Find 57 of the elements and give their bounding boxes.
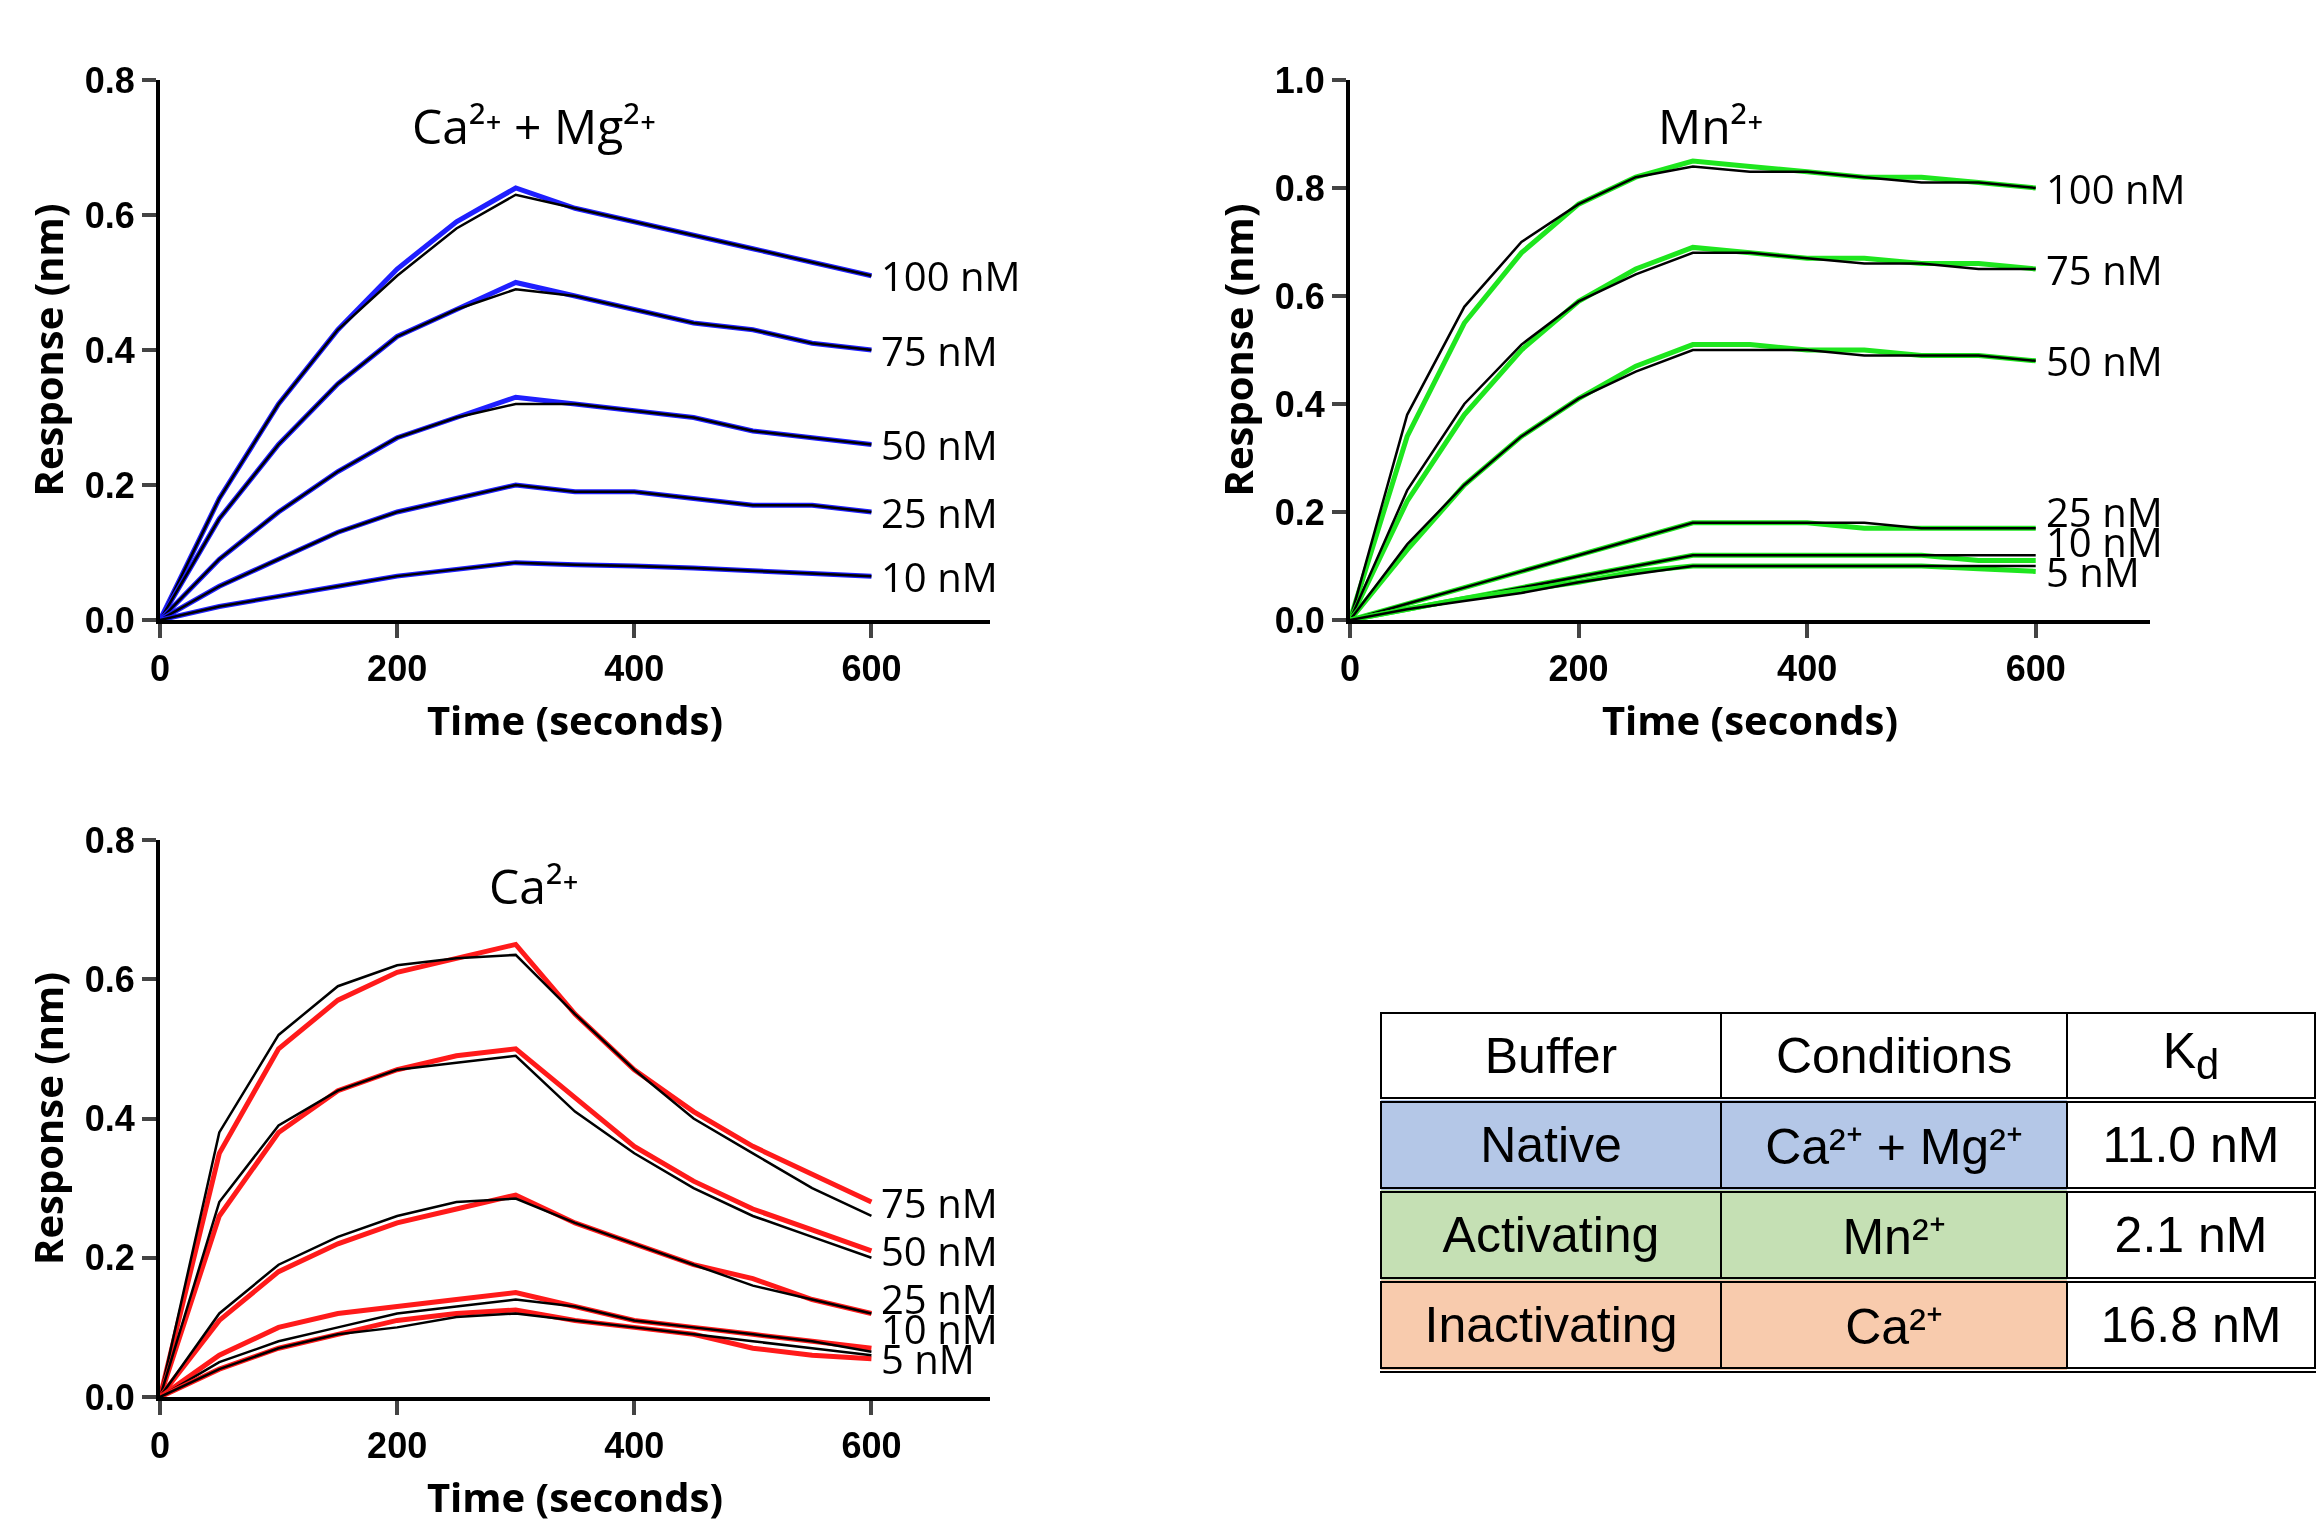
y-tick-label: 0.6: [84, 194, 135, 236]
text: Inactivating: [1424, 1297, 1678, 1353]
y-tick-label: 0.2: [84, 1237, 135, 1279]
category-label: Buffer: [1381, 1013, 1721, 1100]
y-tick-label: 0.4: [84, 1098, 135, 1140]
text: 16.8 nM: [2100, 1297, 2282, 1353]
chart-title: Mn²⁺: [1658, 93, 1764, 158]
y-tick-label: 0.8: [84, 819, 135, 861]
x-tick-label: 600: [841, 648, 902, 690]
x-axis-title: Time (seconds): [426, 692, 724, 748]
text: Mn²⁺: [1842, 1209, 1946, 1265]
series-label: 75 nM: [881, 323, 998, 378]
chart-title: Ca²⁺: [489, 853, 579, 918]
x-tick-label: 200: [367, 1425, 428, 1467]
x-tick-label: 0: [1339, 648, 1361, 690]
x-tick-label: 200: [1548, 648, 1609, 690]
y-axis-title: Response (nm): [20, 203, 75, 497]
x-tick-label: 400: [604, 648, 665, 690]
y-tick-label: 0.0: [84, 1376, 135, 1418]
y-tick-label: 0.6: [1274, 275, 1325, 317]
text: 11.0 nM: [2102, 1117, 2280, 1173]
chart-title: Ca²⁺ + Mg²⁺: [412, 93, 657, 158]
x-axis-title: Time (seconds): [1601, 692, 1899, 748]
category-label: K$_{d}$: [2067, 1013, 2315, 1100]
series-label: 50 nM: [881, 417, 998, 472]
x-tick-label: 600: [2005, 648, 2066, 690]
y-tick-label: 0.8: [1274, 167, 1325, 209]
y-axis-title: Response (nm): [1210, 203, 1265, 497]
series-label: 10 nM: [881, 549, 998, 604]
y-tick-label: 0.0: [84, 599, 135, 641]
text: Native: [1480, 1117, 1622, 1173]
x-tick-label: 0: [149, 648, 171, 690]
text: Ca²⁺ + Mg²⁺: [1765, 1119, 2023, 1175]
series-label: 25 nM: [881, 485, 998, 540]
x-tick-label: 200: [367, 648, 428, 690]
series-label: 100 nM: [2046, 161, 2186, 216]
y-tick-label: 0.8: [84, 59, 135, 101]
series-label: 75 nM: [2046, 242, 2163, 297]
y-tick-label: 0.4: [1274, 383, 1325, 425]
x-tick-label: 0: [149, 1425, 171, 1467]
x-axis-title: Time (seconds): [426, 1469, 724, 1525]
y-axis-title: Response (nm): [20, 972, 75, 1265]
category-label: Conditions: [1721, 1013, 2068, 1100]
y-tick-label: 0.0: [1274, 599, 1325, 641]
x-tick-label: 400: [604, 1425, 665, 1467]
series-label: 100 nM: [881, 248, 1021, 303]
y-tick-label: 0.2: [1274, 491, 1325, 533]
y-tick-label: 0.6: [84, 958, 135, 1000]
y-tick-label: 0.4: [84, 329, 135, 371]
series-label: 50 nM: [2046, 333, 2163, 388]
y-tick-label: 1.0: [1274, 59, 1325, 101]
y-tick-label: 0.2: [84, 464, 135, 506]
x-tick-label: 400: [1777, 648, 1838, 690]
text: Ca²⁺: [1845, 1299, 1943, 1355]
x-tick-label: 600: [841, 1425, 902, 1467]
text: 2.1 nM: [2114, 1207, 2268, 1263]
text: Activating: [1442, 1207, 1660, 1263]
